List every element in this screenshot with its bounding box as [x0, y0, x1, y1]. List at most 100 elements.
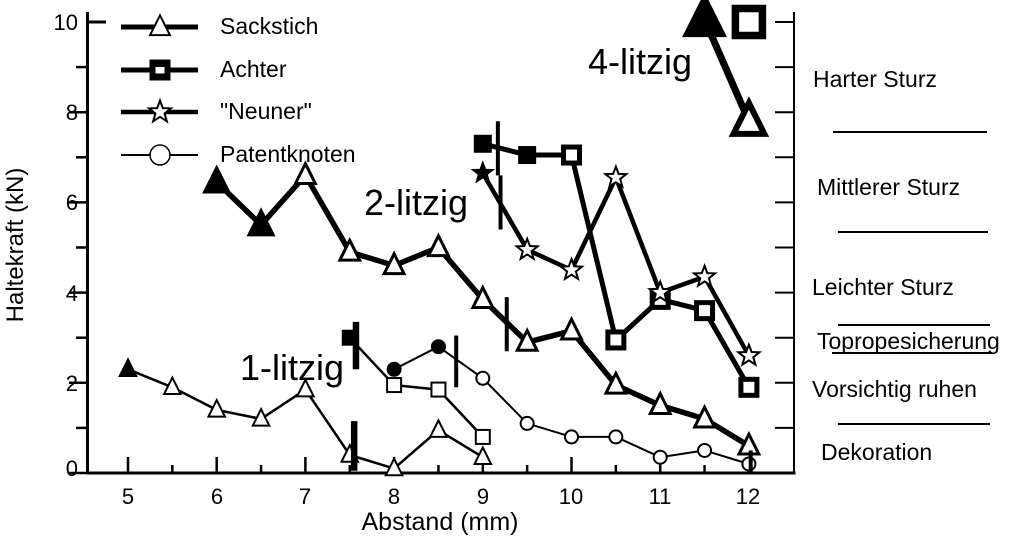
series-line: [480, 171, 751, 357]
x-axis-label: Abstand (mm): [361, 508, 519, 536]
y-axis-label: Haltekraft (kN): [2, 167, 29, 323]
legend-label-achter: Achter: [220, 56, 287, 82]
y-tick-label: 6: [65, 190, 78, 215]
circle-marker: [608, 429, 624, 445]
circle-marker: [149, 144, 171, 166]
region-label-topropesicherung: Topropesicherung: [817, 328, 1000, 354]
region-label-harter-sturz: Harter Sturz: [813, 66, 937, 92]
legend-marker-neuner: [121, 97, 198, 124]
triangle-marker: [426, 232, 451, 258]
region-separator: [838, 423, 990, 425]
circle-marker: [475, 370, 491, 386]
region-separator: [838, 324, 990, 326]
x-tick-label: 9: [476, 484, 490, 509]
series-sackstich-2-litzig: [202, 160, 762, 456]
y-tick-label: 2: [65, 371, 78, 396]
region-label-dekoration: Dekoration: [821, 439, 933, 465]
region-label-vorsichtig-ruhen: Vorsichtig ruhen: [812, 376, 977, 402]
square-marker: [473, 134, 492, 153]
triangle-marker: [682, 0, 728, 38]
series-sackstich-4-litzig: [682, 0, 770, 137]
square-marker: [694, 300, 716, 322]
x-tick-label: 12: [735, 484, 761, 509]
x-tick-label: 11: [648, 484, 672, 509]
square-marker: [518, 146, 537, 165]
triangle-marker: [384, 456, 404, 477]
star-marker: [558, 256, 585, 282]
legend-label-patentknoten: Patentknoten: [220, 141, 356, 167]
x-tick-label: 5: [121, 484, 135, 509]
x-tick-label: 7: [298, 484, 312, 509]
triangle-marker: [337, 236, 363, 262]
annotation-2-litzig: 2-litzig: [363, 182, 469, 223]
star-marker: [646, 278, 674, 304]
x-tick-label: 10: [558, 484, 584, 509]
legend-marker-achter: [121, 59, 198, 81]
square-marker: [738, 376, 760, 398]
legend-square-center: [155, 67, 165, 74]
region-separator: [838, 231, 988, 233]
series-line: [393, 345, 750, 465]
circle-marker: [430, 339, 446, 355]
annotation-4-litzig: 4-litzig: [587, 41, 693, 82]
region-separator: [833, 131, 987, 133]
triangle-marker: [295, 377, 316, 398]
legend-marker-sackstich: [121, 13, 198, 37]
circle-marker: [697, 442, 713, 458]
topropesicherung-underline: [832, 352, 992, 354]
triangle-marker: [428, 418, 449, 438]
x-tick-label: 8: [387, 484, 401, 509]
triangle-marker: [293, 160, 318, 185]
star-marker: [691, 262, 718, 289]
series-line: [214, 170, 751, 449]
region-label-leichter-sturz: Leichter Sturz: [812, 274, 954, 300]
star-marker: [735, 341, 763, 367]
triangle-marker: [647, 390, 673, 415]
star-marker: [602, 163, 630, 189]
star-marker: [470, 160, 496, 184]
triangle-marker: [728, 96, 770, 137]
region-label-mittlerer-sturz: Mittlerer Sturz: [817, 174, 961, 200]
square-marker: [430, 381, 447, 398]
legend-label-sackstich: Sackstich: [220, 13, 319, 39]
circle-marker: [564, 429, 579, 445]
y-tick-label: 10: [53, 10, 78, 35]
triangle-marker: [470, 284, 496, 309]
triangle-marker: [381, 250, 407, 276]
triangle-marker: [559, 315, 584, 341]
legend-marker-patentknoten: [121, 144, 198, 166]
legend-label-neuner: "Neuner": [220, 98, 312, 124]
y-tick-label: 8: [65, 100, 78, 125]
triangle-marker: [162, 375, 183, 396]
y-tick-label: 4: [65, 281, 78, 306]
triangle-marker: [251, 406, 271, 427]
triangle-marker: [692, 403, 717, 429]
square-marker: [605, 329, 627, 351]
triangle-marker: [206, 397, 227, 418]
series-patentknoten-1-litzig: [386, 339, 757, 472]
series-line: [348, 336, 484, 438]
square-marker: [474, 428, 491, 445]
triangle-marker: [514, 327, 540, 352]
series-achter-1-litzig: [341, 329, 491, 445]
triangle-marker: [472, 445, 493, 465]
annotation-1-litzig: 1-litzig: [239, 347, 345, 388]
y-tick-label: 0: [65, 456, 78, 481]
x-tick-label: 6: [210, 484, 224, 509]
triangle-marker: [118, 357, 138, 378]
circle-marker: [519, 415, 535, 431]
circle-marker: [386, 361, 402, 377]
series-achter-4-litzig: [731, 4, 767, 40]
triangle-marker: [202, 164, 232, 194]
circle-marker: [652, 449, 668, 465]
triangle-marker: [603, 370, 629, 395]
series-neuner-2-litzig: [470, 160, 763, 367]
square-marker: [386, 377, 403, 394]
triangle-marker: [246, 207, 276, 237]
square-marker: [731, 4, 767, 40]
star-marker: [146, 97, 174, 124]
star-marker: [513, 235, 541, 262]
series-sackstich-1-litzig: [118, 357, 493, 477]
